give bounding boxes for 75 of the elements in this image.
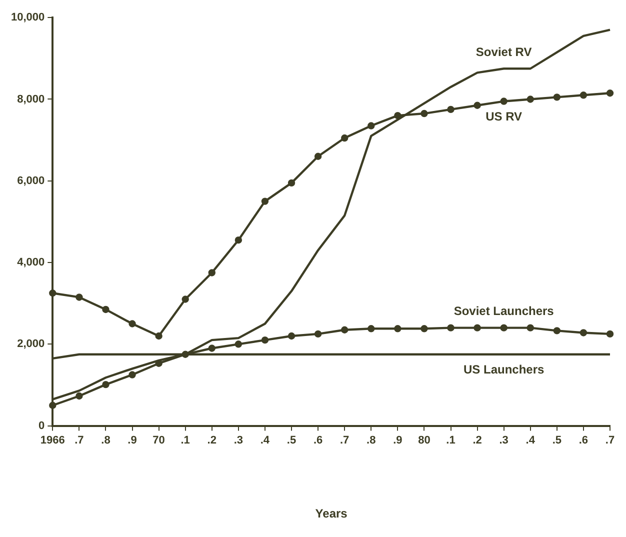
point: [208, 344, 216, 352]
point: [447, 324, 454, 332]
point: [76, 294, 83, 301]
point: [49, 290, 56, 297]
point: [420, 110, 428, 118]
x-tick-label: .1: [180, 434, 190, 446]
x-tick-label: .7: [605, 434, 615, 446]
x-tick-label: .2: [472, 434, 482, 446]
point: [526, 324, 534, 332]
text: Years: [315, 506, 348, 520]
point: [234, 340, 242, 348]
y-tick-label: 10,000: [10, 12, 45, 24]
point: [474, 324, 481, 332]
y-tick-label: 8,000: [17, 93, 45, 106]
x-tick-label: .1: [446, 434, 456, 446]
point: [49, 402, 56, 409]
point: [314, 330, 322, 338]
x-tick-label: .7: [74, 434, 84, 446]
point: [340, 134, 348, 142]
point: [128, 320, 136, 328]
x-tick-label: .9: [128, 434, 137, 446]
point: [288, 332, 296, 340]
point: [368, 325, 375, 332]
point: [340, 326, 348, 334]
point: [76, 392, 83, 400]
point: [394, 112, 402, 120]
point: [155, 332, 162, 340]
point: [288, 179, 296, 187]
series-label: US RV: [486, 110, 522, 124]
x-tick-label: .5: [552, 434, 562, 446]
point: [500, 98, 508, 105]
point: [128, 371, 136, 378]
y-tick-label: 2,000: [17, 338, 45, 350]
x-tick-label: .8: [101, 434, 110, 446]
point: [580, 92, 588, 99]
point: [553, 327, 561, 334]
point: [208, 269, 216, 276]
series-label: Soviet RV: [476, 44, 532, 59]
point: [447, 106, 454, 114]
point: [420, 325, 428, 332]
x-tick-label: .8: [366, 434, 376, 446]
x-tick-label: .5: [286, 434, 296, 446]
point: [261, 198, 269, 205]
x-tick-label: .6: [313, 434, 323, 446]
point: [553, 94, 561, 101]
point: [102, 380, 110, 388]
point: [102, 306, 110, 314]
x-tick-label: 1966: [40, 434, 65, 446]
series-label: Soviet Launchers: [454, 304, 554, 318]
x-tick-label: .2: [207, 434, 216, 446]
point: [182, 296, 189, 303]
x-tick-label: .4: [526, 434, 536, 446]
x-tick-label: .7: [340, 434, 350, 446]
y-tick-label: 0: [38, 420, 45, 432]
point: [368, 122, 375, 130]
point: [261, 336, 269, 344]
x-tick-label: .6: [578, 434, 588, 446]
point: [580, 329, 588, 336]
x-tick-label: 80: [418, 434, 430, 446]
point: [394, 325, 402, 332]
x-tick-label: 70: [152, 434, 165, 446]
point: [234, 236, 242, 244]
point: [606, 330, 614, 338]
y-tick-label: 4,000: [17, 256, 45, 269]
point: [314, 152, 322, 160]
series-label: US Launchers: [463, 362, 544, 377]
point: [500, 324, 508, 332]
point: [606, 90, 614, 97]
x-tick-label: .3: [499, 434, 508, 446]
point: [474, 102, 481, 109]
x-tick-label: .3: [234, 434, 244, 446]
x-tick-label: .9: [393, 434, 402, 446]
x-tick-label: .4: [260, 434, 270, 446]
y-tick-label: 6,000: [17, 174, 45, 187]
point: [526, 96, 534, 103]
